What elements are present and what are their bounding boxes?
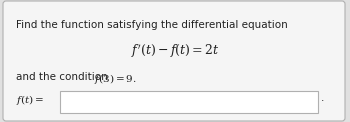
FancyBboxPatch shape [3,1,345,121]
Text: $f'(t) - f(t) = 2t$: $f'(t) - f(t) = 2t$ [131,42,219,60]
Text: and the condition: and the condition [16,72,111,82]
FancyBboxPatch shape [60,91,318,113]
Text: .: . [321,93,324,103]
Text: Find the function satisfying the differential equation: Find the function satisfying the differe… [16,20,288,30]
Text: $f(3) = 9.$: $f(3) = 9.$ [94,72,137,86]
Text: $f(t) =$: $f(t) =$ [16,93,44,107]
